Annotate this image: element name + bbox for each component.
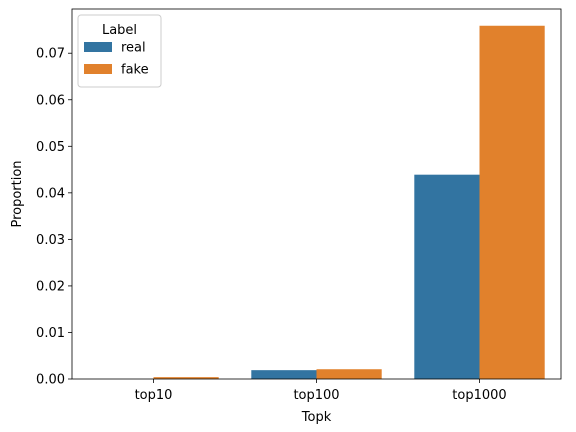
x-axis-ticks: top10 top100 top1000: [135, 379, 507, 403]
legend-swatch-real: [84, 42, 112, 52]
bar-fake-top100: [316, 369, 382, 379]
y-tick-label: 0.03: [36, 233, 65, 248]
x-axis-title: Topk: [301, 410, 332, 425]
legend-swatch-fake: [84, 64, 112, 74]
y-tick-label: 0.00: [36, 373, 65, 388]
y-tick-label: 0.06: [36, 93, 65, 108]
y-tick-label: 0.05: [36, 140, 65, 155]
bar-fake-top10: [153, 377, 219, 379]
plot-frame: [71, 8, 562, 380]
legend-label-fake: fake: [121, 63, 149, 78]
bar-real-top100: [251, 370, 317, 379]
y-tick-label: 0.01: [36, 326, 65, 341]
y-tick-label: 0.04: [36, 186, 65, 201]
legend-label-real: real: [121, 41, 146, 56]
bars-group: [153, 25, 545, 379]
bar-real-top1000: [414, 174, 480, 379]
x-tick-label: top100: [293, 388, 339, 403]
x-tick-label: top10: [135, 388, 173, 403]
legend-items: real fake: [84, 41, 149, 78]
legend-title: Label: [102, 23, 137, 38]
y-tick-label: 0.07: [36, 47, 65, 62]
bar-fake-top1000: [479, 25, 545, 379]
x-tick-label: top1000: [452, 388, 506, 403]
legend: Label real fake: [77, 14, 162, 88]
y-axis-title: Proportion: [10, 160, 25, 227]
y-tick-label: 0.02: [36, 279, 65, 294]
y-axis-ticks: 0.00 0.01 0.02 0.03 0.04 0.05 0.06 0.07: [36, 47, 72, 388]
